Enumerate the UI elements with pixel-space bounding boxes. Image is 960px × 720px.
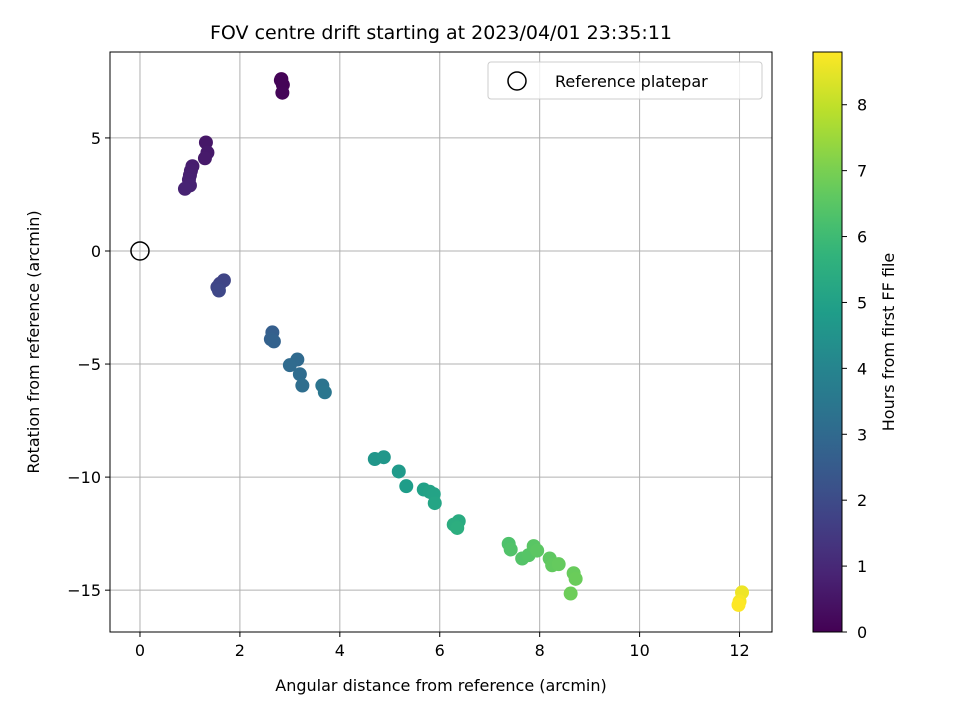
colorbar-ticks: 0 1 2 3 4 5 6 7 8 — [842, 96, 867, 642]
grid — [110, 52, 772, 632]
x-tick-label: 6 — [435, 641, 445, 660]
colorbar-tick-label: 8 — [857, 96, 867, 115]
legend: Reference platepar — [487, 61, 763, 100]
x-tick-label: 10 — [629, 641, 649, 660]
data-point — [731, 597, 746, 612]
data-point — [563, 586, 578, 601]
data-point — [551, 557, 566, 572]
colorbar-tick-label: 0 — [857, 623, 867, 642]
y-axis-ticks: −15 −10 −5 0 5 — [67, 129, 110, 600]
legend-entry-label: Reference platepar — [555, 72, 708, 91]
data-point — [427, 496, 442, 511]
x-tick-label: 4 — [335, 641, 345, 660]
colorbar-tick-label: 3 — [857, 425, 867, 444]
reference-marker — [130, 241, 150, 261]
data-points — [177, 72, 750, 612]
data-point — [391, 464, 406, 479]
colorbar-tick-label: 4 — [857, 359, 867, 378]
y-tick-label: −15 — [67, 581, 101, 600]
x-tick-label: 12 — [729, 641, 749, 660]
data-point — [295, 378, 310, 393]
plot-frame — [109, 51, 773, 633]
x-tick-label: 0 — [135, 641, 145, 660]
data-point — [503, 542, 518, 557]
colorbar-tick-label: 1 — [857, 557, 867, 576]
y-tick-label: −5 — [77, 355, 101, 374]
data-point — [282, 358, 297, 373]
colorbar-label: Hours from first FF file — [879, 253, 898, 432]
x-axis-ticks: 0 2 4 6 8 10 12 — [135, 632, 750, 660]
data-point — [568, 571, 583, 586]
data-point — [266, 334, 281, 349]
legend-box — [487, 61, 763, 100]
data-point — [177, 181, 192, 196]
colorbar-tick-label: 5 — [857, 293, 867, 312]
data-point — [530, 543, 545, 558]
data-point — [275, 85, 290, 100]
data-point — [399, 479, 414, 494]
y-tick-label: 5 — [91, 129, 101, 148]
colorbar-tick-label: 6 — [857, 228, 867, 247]
colorbar: 0 1 2 3 4 5 6 7 8 Hours from first FF file — [812, 51, 898, 642]
colorbar-tick-label: 2 — [857, 491, 867, 510]
y-tick-label: −10 — [67, 468, 101, 487]
y-tick-label: 0 — [91, 242, 101, 261]
legend-marker-icon — [507, 71, 527, 91]
colorbar-frame — [812, 51, 843, 633]
y-axis-label: Rotation from reference (arcmin) — [24, 210, 43, 473]
data-point — [197, 151, 212, 166]
colorbar-tick-label: 7 — [857, 162, 867, 181]
chart-title: FOV centre drift starting at 2023/04/01 … — [210, 22, 672, 44]
data-point — [317, 385, 332, 400]
x-axis-label: Angular distance from reference (arcmin) — [275, 676, 606, 695]
x-tick-label: 8 — [535, 641, 545, 660]
data-point — [292, 367, 307, 382]
data-point — [273, 73, 288, 88]
data-point — [376, 450, 391, 465]
x-tick-label: 2 — [235, 641, 245, 660]
colorbar-gradient — [813, 52, 842, 632]
reference-marker-layer — [130, 241, 150, 261]
data-point — [211, 283, 226, 298]
data-point — [450, 520, 465, 535]
